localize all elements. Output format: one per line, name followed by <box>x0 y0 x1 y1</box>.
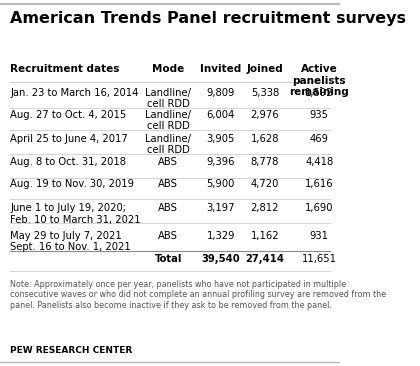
Text: 1,592: 1,592 <box>305 88 333 98</box>
Text: 935: 935 <box>310 110 329 120</box>
Text: 931: 931 <box>310 231 329 240</box>
Text: 1,329: 1,329 <box>207 231 235 240</box>
Text: Joined: Joined <box>247 64 284 74</box>
Text: 5,900: 5,900 <box>207 179 235 189</box>
Text: Note: Approximately once per year, panelists who have not participated in multip: Note: Approximately once per year, panel… <box>10 280 386 310</box>
Text: 9,396: 9,396 <box>207 157 235 167</box>
Text: Total: Total <box>155 254 182 264</box>
Text: 9,809: 9,809 <box>207 88 235 98</box>
Text: 4,720: 4,720 <box>251 179 279 189</box>
Text: Mode: Mode <box>152 64 184 74</box>
Text: May 29 to July 7, 2021
Sept. 16 to Nov. 1, 2021: May 29 to July 7, 2021 Sept. 16 to Nov. … <box>10 231 131 252</box>
Text: ABS: ABS <box>158 179 178 189</box>
Text: Invited: Invited <box>200 64 242 74</box>
Text: June 1 to July 19, 2020;
Feb. 10 to March 31, 2021: June 1 to July 19, 2020; Feb. 10 to Marc… <box>10 203 141 225</box>
Text: Landline/
cell RDD: Landline/ cell RDD <box>145 134 191 155</box>
Text: Recruitment dates: Recruitment dates <box>10 64 120 74</box>
Text: Active
panelists
remaining: Active panelists remaining <box>289 64 349 97</box>
Text: 6,004: 6,004 <box>207 110 235 120</box>
Text: 469: 469 <box>310 134 329 143</box>
Text: 2,812: 2,812 <box>251 203 279 213</box>
Text: 39,540: 39,540 <box>202 254 240 264</box>
Text: 1,628: 1,628 <box>251 134 279 143</box>
Text: 11,651: 11,651 <box>302 254 337 264</box>
Text: 5,338: 5,338 <box>251 88 279 98</box>
Text: 4,418: 4,418 <box>305 157 333 167</box>
Text: Aug. 8 to Oct. 31, 2018: Aug. 8 to Oct. 31, 2018 <box>10 157 126 167</box>
Text: Jan. 23 to March 16, 2014: Jan. 23 to March 16, 2014 <box>10 88 139 98</box>
Text: ABS: ABS <box>158 231 178 240</box>
Text: 3,197: 3,197 <box>207 203 235 213</box>
Text: 1,616: 1,616 <box>305 179 333 189</box>
Text: 1,690: 1,690 <box>305 203 333 213</box>
Text: ABS: ABS <box>158 203 178 213</box>
Text: 27,414: 27,414 <box>246 254 284 264</box>
Text: Landline/
cell RDD: Landline/ cell RDD <box>145 88 191 109</box>
Text: American Trends Panel recruitment surveys: American Trends Panel recruitment survey… <box>10 11 406 26</box>
Text: Aug. 27 to Oct. 4, 2015: Aug. 27 to Oct. 4, 2015 <box>10 110 126 120</box>
Text: 2,976: 2,976 <box>251 110 279 120</box>
Text: 3,905: 3,905 <box>207 134 235 143</box>
Text: Landline/
cell RDD: Landline/ cell RDD <box>145 110 191 131</box>
Text: PEW RESEARCH CENTER: PEW RESEARCH CENTER <box>10 346 132 355</box>
Text: 8,778: 8,778 <box>251 157 279 167</box>
Text: ABS: ABS <box>158 157 178 167</box>
Text: April 25 to June 4, 2017: April 25 to June 4, 2017 <box>10 134 128 143</box>
Text: 1,162: 1,162 <box>251 231 279 240</box>
Text: Aug. 19 to Nov. 30, 2019: Aug. 19 to Nov. 30, 2019 <box>10 179 134 189</box>
